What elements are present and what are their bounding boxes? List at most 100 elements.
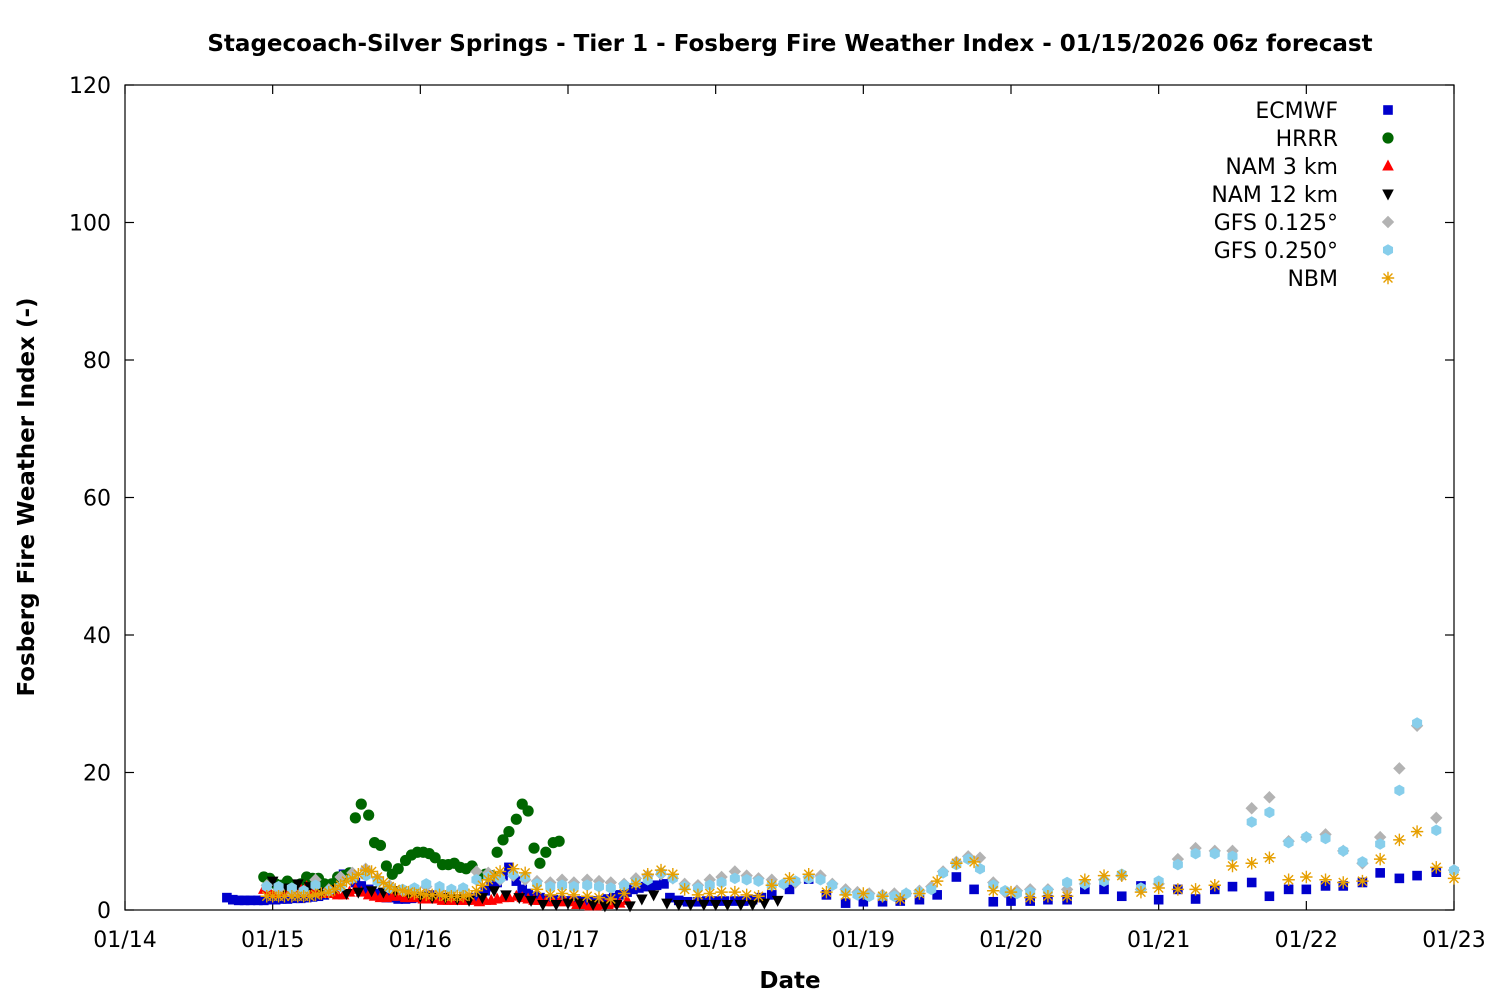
data-point bbox=[522, 805, 534, 817]
data-point bbox=[1152, 881, 1165, 895]
legend-marker bbox=[1382, 132, 1394, 144]
legend-label: GFS 0.125° bbox=[1214, 211, 1338, 236]
data-point bbox=[517, 884, 528, 895]
data-point bbox=[698, 900, 710, 911]
data-point bbox=[815, 873, 826, 886]
legend-marker bbox=[1382, 189, 1394, 201]
data-point bbox=[661, 898, 673, 910]
data-point bbox=[414, 887, 427, 900]
data-point bbox=[580, 890, 594, 903]
data-point bbox=[654, 863, 668, 877]
data-point bbox=[513, 893, 526, 905]
data-point bbox=[534, 857, 546, 869]
legend-label: ECMWF bbox=[1255, 99, 1338, 124]
data-point bbox=[784, 884, 795, 895]
data-point bbox=[783, 872, 796, 885]
data-point bbox=[421, 878, 432, 890]
plot-area-frame bbox=[124, 84, 1455, 911]
series-nbm bbox=[260, 825, 1461, 906]
data-point bbox=[858, 896, 869, 907]
data-point bbox=[349, 812, 361, 824]
data-point bbox=[1116, 891, 1127, 902]
data-point bbox=[716, 876, 727, 889]
data-point bbox=[1208, 879, 1221, 892]
data-point bbox=[666, 868, 680, 881]
data-point bbox=[752, 890, 765, 903]
data-point bbox=[746, 900, 759, 911]
data-point bbox=[605, 882, 616, 894]
data-point bbox=[334, 879, 347, 892]
data-point bbox=[771, 895, 784, 907]
data-point bbox=[604, 892, 618, 906]
data-point bbox=[1190, 847, 1201, 860]
data-point bbox=[1245, 802, 1258, 815]
data-point bbox=[511, 876, 522, 886]
data-point bbox=[476, 879, 489, 892]
data-point bbox=[1209, 847, 1220, 860]
data-point bbox=[365, 865, 378, 878]
data-point bbox=[544, 888, 557, 902]
data-point bbox=[1226, 859, 1239, 873]
data-point bbox=[553, 835, 565, 847]
data-point bbox=[693, 896, 703, 907]
data-point bbox=[1320, 832, 1331, 845]
y-tick-label: 40 bbox=[83, 624, 111, 649]
data-point bbox=[504, 862, 514, 873]
data-point bbox=[500, 890, 512, 902]
data-point bbox=[562, 898, 574, 910]
x-tick-label: 01/14 bbox=[93, 928, 156, 953]
data-point bbox=[1227, 881, 1238, 892]
data-point bbox=[684, 900, 697, 911]
data-point bbox=[518, 866, 532, 880]
data-point bbox=[402, 885, 415, 899]
data-point bbox=[227, 894, 238, 905]
data-point bbox=[470, 865, 483, 878]
data-point bbox=[1448, 864, 1460, 876]
legend: ECMWF HRRR NAM 3 km NAM 12 km GFS 0.125° GFS … bbox=[1211, 99, 1395, 292]
data-point bbox=[730, 896, 740, 906]
data-point bbox=[259, 895, 269, 906]
data-point bbox=[1264, 891, 1275, 902]
data-point bbox=[740, 888, 753, 902]
data-point bbox=[1263, 791, 1276, 804]
legend-label: NAM 12 km bbox=[1211, 183, 1338, 208]
data-point bbox=[491, 846, 503, 858]
data-point bbox=[938, 867, 949, 879]
data-point bbox=[857, 887, 870, 900]
data-point bbox=[480, 885, 491, 896]
data-point bbox=[639, 881, 650, 892]
data-point bbox=[734, 900, 747, 911]
data-point bbox=[582, 879, 593, 892]
data-point bbox=[765, 879, 778, 892]
data-point bbox=[371, 870, 384, 884]
data-point bbox=[1447, 872, 1461, 885]
data-point bbox=[334, 870, 347, 884]
legend-marker bbox=[1381, 271, 1395, 285]
data-point bbox=[1190, 894, 1201, 904]
data-point bbox=[1060, 890, 1074, 903]
data-point bbox=[1282, 873, 1295, 886]
data-point bbox=[355, 798, 367, 810]
data-point bbox=[969, 884, 979, 895]
data-point bbox=[753, 875, 764, 887]
data-point bbox=[352, 887, 365, 899]
data-point bbox=[624, 901, 636, 913]
x-tick-label: 01/19 bbox=[832, 928, 895, 953]
data-point bbox=[659, 879, 669, 889]
data-point bbox=[1301, 831, 1312, 843]
x-tick-label: 01/17 bbox=[536, 928, 599, 953]
axis-ticks: 01/14 01/15 01/16 01/17 01/18 01/19 01/20 01/21… bbox=[69, 74, 1486, 953]
data-point bbox=[487, 869, 501, 882]
data-point bbox=[932, 890, 942, 900]
data-point bbox=[678, 883, 691, 896]
data-point bbox=[747, 894, 758, 905]
data-point bbox=[1246, 816, 1257, 828]
data-point bbox=[617, 887, 631, 900]
chart-title: Stagecoach-Silver Springs - Tier 1 - Fos… bbox=[207, 31, 1372, 57]
data-markers bbox=[222, 717, 1461, 913]
data-point bbox=[926, 883, 937, 896]
data-point bbox=[1245, 857, 1258, 870]
data-point bbox=[488, 886, 500, 898]
data-point bbox=[433, 888, 446, 902]
data-point bbox=[1319, 873, 1332, 886]
